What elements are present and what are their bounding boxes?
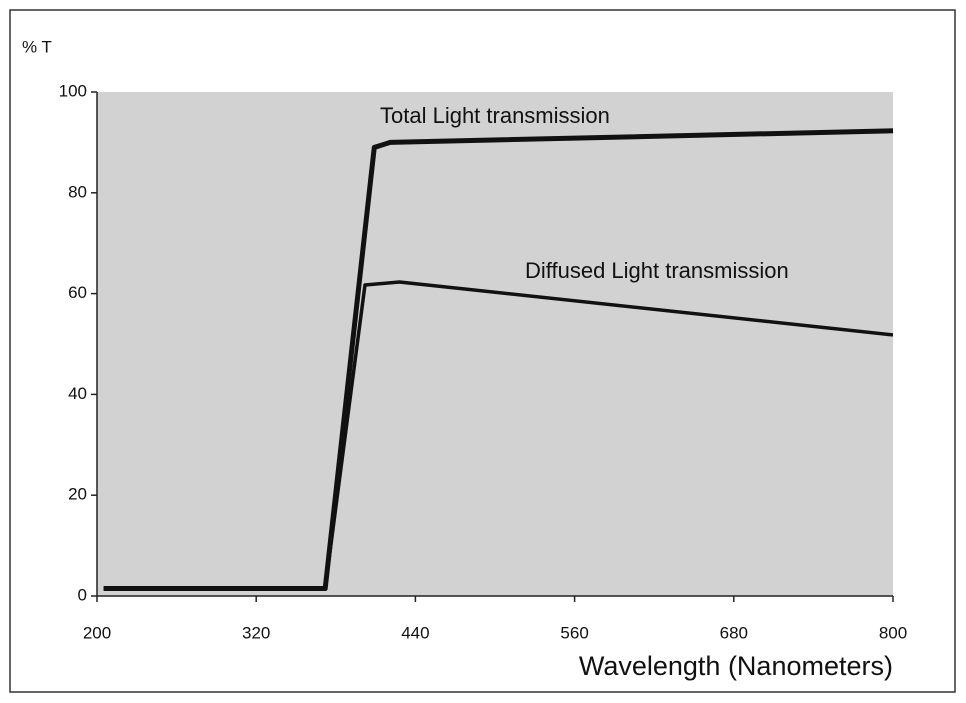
y-tick-label: 0: [78, 585, 87, 604]
y-tick-label: 80: [68, 182, 87, 201]
y-tick-label: 20: [68, 485, 87, 504]
x-tick-label: 320: [242, 623, 270, 642]
y-tick-label: 100: [59, 81, 87, 100]
y-axis-label: % T: [22, 37, 52, 56]
x-tick-label: 560: [560, 623, 588, 642]
y-tick-label: 60: [68, 283, 87, 302]
x-tick-label: 200: [83, 623, 111, 642]
annotation: Diffused Light transmission: [525, 258, 789, 283]
plot-area: [97, 92, 893, 596]
x-tick-label: 440: [401, 623, 429, 642]
frame: [9, 9, 956, 693]
x-axis-label: Wavelength (Nanometers): [579, 651, 893, 681]
x-tick-label: 680: [720, 623, 748, 642]
y-tick-label: 40: [68, 384, 87, 403]
annotation: Total Light transmission: [380, 103, 610, 128]
line-series: [103, 128, 894, 591]
x-tick-label: 800: [879, 623, 907, 642]
